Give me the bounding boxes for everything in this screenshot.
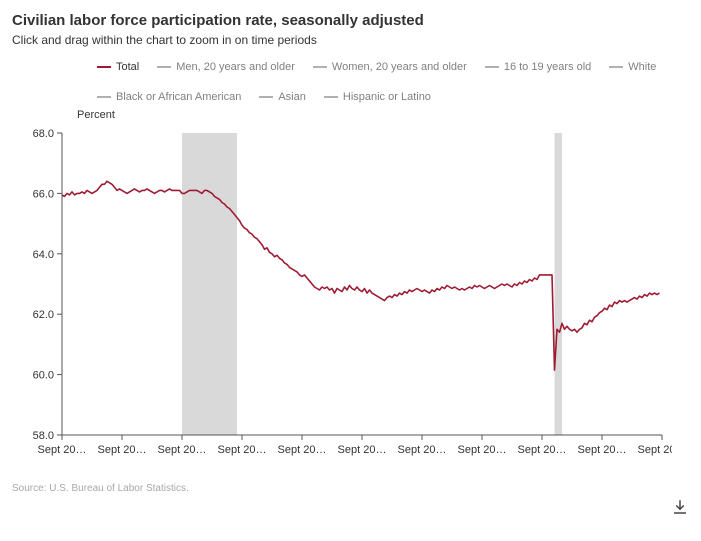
- chart-title: Civilian labor force participation rate,…: [12, 12, 689, 29]
- svg-text:Sept 20…: Sept 20…: [98, 444, 147, 456]
- legend-item-5[interactable]: Black or African American: [97, 91, 241, 103]
- legend-item-0[interactable]: Total: [97, 61, 139, 73]
- chart-area[interactable]: 58.0 60.0 62.0 64.0 66.0 68.0 Sept 20… Sept 20……: [12, 125, 689, 465]
- legend-swatch: [609, 66, 623, 68]
- svg-text:Sept 20…: Sept 20…: [518, 444, 567, 456]
- download-icon[interactable]: [671, 498, 689, 516]
- chart-subtitle: Click and drag within the chart to zoom …: [12, 33, 689, 47]
- legend-label: Hispanic or Latino: [343, 91, 431, 103]
- svg-text:64.0: 64.0: [33, 249, 54, 261]
- legend-label: White: [628, 61, 656, 73]
- legend-swatch: [97, 66, 111, 68]
- legend-item-1[interactable]: Men, 20 years and older: [157, 61, 295, 73]
- legend-label: Black or African American: [116, 91, 241, 103]
- legend-item-6[interactable]: Asian: [259, 91, 306, 103]
- svg-text:60.0: 60.0: [33, 370, 54, 382]
- svg-text:Sept 20…: Sept 20…: [218, 444, 267, 456]
- svg-text:58.0: 58.0: [33, 430, 54, 442]
- legend-item-7[interactable]: Hispanic or Latino: [324, 91, 431, 103]
- svg-text:Sept 20…: Sept 20…: [278, 444, 327, 456]
- svg-text:Sept 20…: Sept 20…: [398, 444, 447, 456]
- legend-label: Asian: [278, 91, 306, 103]
- y-axis-title: Percent: [77, 109, 689, 121]
- legend-item-3[interactable]: 16 to 19 years old: [485, 61, 591, 73]
- svg-text:Sept 20…: Sept 20…: [578, 444, 627, 456]
- svg-text:68.0: 68.0: [33, 128, 54, 140]
- svg-text:Sept 20…: Sept 20…: [338, 444, 387, 456]
- legend-swatch: [485, 66, 499, 68]
- svg-text:Sept 20…: Sept 20…: [38, 444, 87, 456]
- legend-item-4[interactable]: White: [609, 61, 656, 73]
- legend: Total Men, 20 years and older Women, 20 ye…: [97, 61, 689, 103]
- legend-label: Women, 20 years and older: [332, 61, 467, 73]
- svg-text:Sept 20…: Sept 20…: [158, 444, 207, 456]
- legend-swatch: [324, 96, 338, 98]
- legend-label: 16 to 19 years old: [504, 61, 591, 73]
- legend-swatch: [313, 66, 327, 68]
- line-chart[interactable]: 58.0 60.0 62.0 64.0 66.0 68.0 Sept 20… Sept 20……: [12, 125, 672, 465]
- svg-text:Sept 20…: Sept 20…: [638, 444, 672, 456]
- svg-text:62.0: 62.0: [33, 309, 54, 321]
- legend-swatch: [97, 96, 111, 98]
- legend-item-2[interactable]: Women, 20 years and older: [313, 61, 467, 73]
- legend-swatch: [157, 66, 171, 68]
- source-text: Source: U.S. Bureau of Labor Statistics.: [12, 483, 689, 494]
- legend-label: Total: [116, 61, 139, 73]
- svg-text:66.0: 66.0: [33, 188, 54, 200]
- legend-label: Men, 20 years and older: [176, 61, 295, 73]
- legend-swatch: [259, 96, 273, 98]
- svg-text:Sept 20…: Sept 20…: [458, 444, 507, 456]
